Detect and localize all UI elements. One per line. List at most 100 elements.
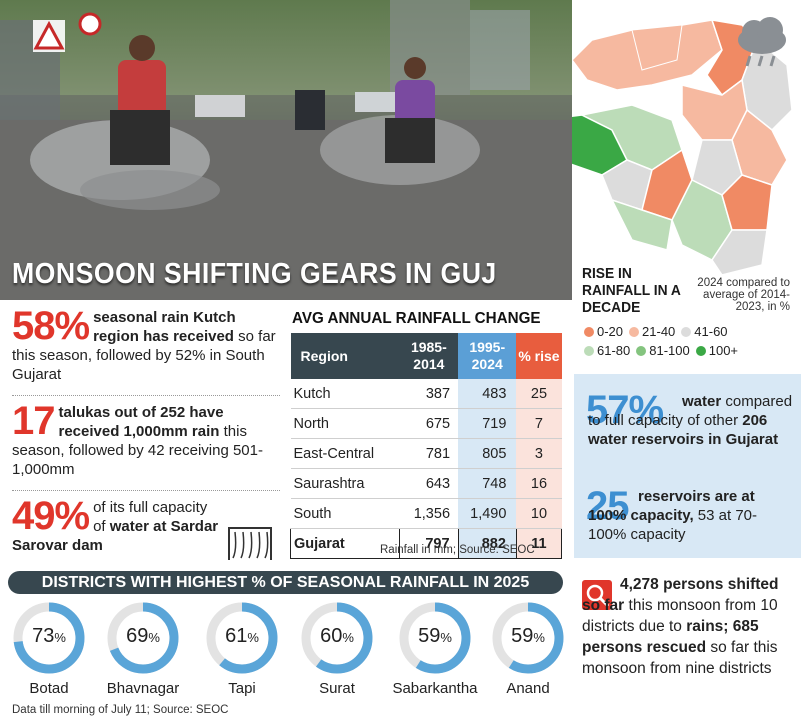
legend-label: 0-20 (597, 324, 624, 339)
table-row: South 1,356 1,490 10 (290, 498, 562, 529)
cell-1985-2014: 797 (399, 528, 459, 559)
header-1995-2024: 1995-2024 (458, 333, 517, 379)
district-donut: 59% (491, 601, 565, 675)
district-donut: 73% (12, 601, 86, 675)
table-header-row: Region 1985-2014 1995-2024 % rise (290, 333, 562, 379)
legend-label: 81-100 (649, 343, 690, 358)
reservoir-panel: 57% water compared to full capacity of o… (574, 374, 801, 558)
table-row: Saurashtra 643 748 16 (290, 468, 562, 499)
stat-kutch-text: so far this season, followed by 52% in S… (12, 328, 276, 383)
reservoir-full-value: 25 (586, 484, 629, 528)
district-donut: 60% (300, 601, 374, 675)
donut-value-label: 73% (32, 625, 66, 647)
district-name: Tapi (228, 680, 256, 697)
cell-1985-2014: 781 (399, 438, 459, 469)
table-row: North 675 719 7 (290, 408, 562, 439)
cell-1995-2024: 483 (458, 379, 517, 409)
shifted-bold2: rains; 685 persons rescued (582, 618, 759, 656)
table-title: AVG ANNUAL RAINFALL CHANGE (292, 310, 541, 327)
reservoir-full-bold: reservoirs are at 100% capacity, (588, 488, 755, 524)
stat-kutch-bold: seasonal rain Kutch region has received (93, 309, 236, 345)
table-row: Kutch 387 483 25 (290, 379, 562, 409)
district-name: Sabarkantha (392, 680, 478, 697)
legend-item: 0-20 (584, 324, 623, 339)
rain-cloud-icon (732, 12, 792, 72)
reservoir-pct-mid: compared to full capacity of other (588, 393, 793, 429)
donut-value-arc (399, 602, 471, 674)
stat-kutch-value: 58% (12, 304, 90, 348)
district-name: Bhavnagar (106, 680, 180, 697)
cell-region: Kutch (290, 379, 400, 409)
header-region: Region (290, 333, 400, 379)
district-name: Botad (29, 680, 69, 697)
reservoir-full-rest: 53 at 70-100% capacity (588, 507, 758, 543)
cell-1995-2024: 805 (458, 438, 517, 469)
cell-1995-2024: 719 (458, 408, 517, 439)
stat-sardar-text: of its full capacity of (93, 499, 208, 535)
divider (12, 490, 280, 491)
reservoir-full-text: reservoirs are at 100% capacity, 53 at 7… (588, 487, 793, 544)
rescue-icon (582, 580, 612, 610)
district-donut: 69% (106, 601, 180, 675)
districts-source-note: Data till morning of July 11; Source: SE… (12, 704, 229, 716)
table-total-row: Gujarat 797 882 11 (289, 528, 563, 559)
table-source-note: Rainfall in mm; Source: SEOC (380, 544, 535, 556)
district-name: Anand (506, 680, 550, 697)
cell-1985-2014: 675 (399, 408, 459, 439)
districts-title: DISTRICTS WITH HIGHEST % OF SEASONAL RAI… (8, 571, 563, 594)
donut-value-arc (107, 602, 179, 674)
map-graphic (500, 19, 793, 276)
donut-value-label: 60% (320, 625, 354, 647)
legend-label: 61-80 (597, 343, 631, 358)
donut-value-arc (492, 602, 564, 674)
stat-sardar-value: 49% (12, 494, 90, 538)
map-title: RISE IN RAINFALL IN A DECADE (582, 265, 681, 316)
cell-region: Saurashtra (290, 468, 400, 499)
stat-sardar: 49% of its full capacity of water at Sard… (12, 494, 222, 555)
stat-kutch: 58% seasonal rain Kutch region has receiv… (12, 304, 284, 384)
gujarat-rainfall-map (500, 0, 801, 300)
legend-swatch (584, 345, 594, 356)
header-1985-2014: 1985-2014 (399, 333, 459, 379)
legend-label: 21-40 (642, 324, 676, 339)
shifted-bold1: 4,278 persons shifted so far (582, 576, 779, 614)
divider (12, 395, 280, 396)
reservoir-pct-bold1: water (682, 393, 722, 410)
district-name: Surat (319, 680, 355, 697)
reservoir-pct-text: water compared to full capacity of other… (588, 392, 793, 449)
header-rise: % rise (516, 333, 562, 379)
legend-swatch (695, 345, 706, 356)
shifted-mid1: this monsoon from 10 districts due to (582, 597, 778, 635)
donut-value-label: 69% (126, 625, 160, 647)
map-note: 2024 compared to average of 2014-2023, i… (697, 277, 790, 313)
cell-1985-2014: 387 (399, 379, 459, 409)
cell-1995-2024: 1,490 (458, 498, 517, 529)
stat-talukas: 17 talukas out of 252 have received 1,000… (12, 399, 284, 479)
legend-label: 100+ (708, 343, 739, 358)
donut-value-arc (301, 602, 373, 674)
stat-talukas-value: 17 (12, 399, 55, 443)
legend-row: 61-80 81-100 100+ (584, 343, 799, 358)
legend-item: 100+ (695, 343, 739, 358)
reservoir-pct-bold2: 206 water reservoirs in Gujarat (588, 412, 779, 448)
district-donut: 59% (398, 601, 472, 675)
legend-item: 81-100 (636, 343, 690, 358)
cell-region: East-Central (290, 438, 400, 469)
rainfall-table: Region 1985-2014 1995-2024 % rise Kutch 3… (289, 333, 563, 559)
shifted-rest: so far this monsoon from nine districts (582, 639, 778, 677)
stat-sardar-bold: water at Sardar Sarovar dam (12, 518, 219, 554)
legend-item: 61-80 (584, 343, 630, 358)
stat-talukas-text: this season, followed by 42 receiving 50… (12, 423, 263, 478)
donut-value-label: 61% (225, 625, 259, 647)
legend-item: 41-60 (681, 324, 728, 339)
cell-rise: 11 (515, 528, 563, 559)
legend-label: 41-60 (694, 324, 728, 339)
cell-1995-2024: 748 (458, 468, 517, 499)
shifted-text: 4,278 persons shifted so far this monsoo… (582, 574, 794, 679)
table-row: East-Central 781 805 3 (290, 438, 562, 469)
cell-1985-2014: 1,356 (399, 498, 459, 529)
legend-swatch (584, 326, 594, 337)
flooded-street-photo (0, 0, 572, 300)
cell-region: North (290, 408, 400, 439)
legend-swatch (629, 326, 640, 337)
